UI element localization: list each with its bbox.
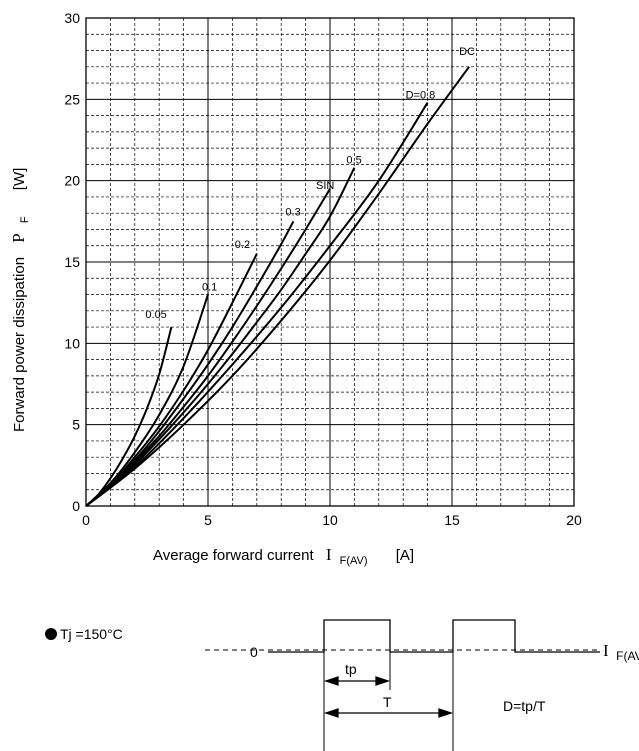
x-tick-label: 15 xyxy=(444,512,460,528)
x-axis-subscript: F(AV) xyxy=(340,555,368,567)
period-arrowhead-right xyxy=(438,708,454,718)
y-tick-label: 15 xyxy=(64,254,80,270)
tp-arrowhead-right xyxy=(375,676,391,686)
series-curve xyxy=(85,220,295,507)
series-curve xyxy=(85,253,258,507)
waveform-current-label: I F(AV) xyxy=(603,641,639,663)
series-curve xyxy=(85,167,356,507)
series-label: DC xyxy=(459,46,475,58)
series-label: SIN xyxy=(316,180,334,192)
y-axis-label: Forward power dissipation P F [W] xyxy=(9,168,32,432)
x-tick-label: 10 xyxy=(322,512,338,528)
waveform-zero-label: 0 xyxy=(250,644,258,660)
series-label: 0.3 xyxy=(285,206,300,218)
tp-label: tp xyxy=(345,661,357,677)
tj-label: Tj =150°C xyxy=(60,626,123,642)
x-axis-unit: [A] xyxy=(396,547,414,564)
waveform-current-subscript: F(AV) xyxy=(616,649,639,663)
y-tick-label: 5 xyxy=(72,417,80,433)
plot-frame xyxy=(85,17,575,507)
y-axis-symbol: P xyxy=(9,233,28,242)
pulse-waveform-diagram xyxy=(205,619,600,751)
y-tick-label: 30 xyxy=(64,10,80,26)
y-tick-label: 10 xyxy=(64,335,80,351)
x-tick-label: 0 xyxy=(82,512,90,528)
period-label: T xyxy=(383,694,392,710)
y-axis-unit: [W] xyxy=(11,168,28,191)
pulse-waveform xyxy=(268,619,600,653)
series-curve xyxy=(85,102,429,507)
y-tick-label: 20 xyxy=(64,173,80,189)
series-curves xyxy=(85,66,470,507)
series-label: D=0.8 xyxy=(406,90,436,102)
x-axis-ticks: 0 5 10 20 15 xyxy=(82,512,582,528)
x-tick-label: 5 xyxy=(204,512,212,528)
x-axis-label: Average forward current I F(AV) [A] xyxy=(153,545,414,568)
y-axis-title: Forward power dissipation xyxy=(11,257,28,432)
y-axis-ticks: 0 5 10 15 20 25 30 xyxy=(64,10,80,514)
bullet-icon xyxy=(45,628,57,640)
series-labels: 0.05 0.1 0.2 0.3 SIN 0.5 D=0.8 DC xyxy=(145,46,475,321)
series-label: 0.05 xyxy=(145,309,166,321)
series-label: 0.1 xyxy=(202,282,217,294)
series-curve xyxy=(85,294,209,507)
series-label: 0.2 xyxy=(235,239,250,251)
x-tick-label: 20 xyxy=(566,512,582,528)
tp-arrowhead-left xyxy=(323,676,339,686)
series-label: 0.5 xyxy=(346,155,361,167)
x-axis-symbol: I xyxy=(326,545,332,564)
waveform-current-symbol: I xyxy=(603,641,609,660)
y-tick-label: 0 xyxy=(72,498,80,514)
duty-formula: D=tp/T xyxy=(503,698,546,714)
x-axis-title: Average forward current xyxy=(153,547,314,564)
series-curve xyxy=(85,188,331,507)
period-arrowhead-left xyxy=(323,708,339,718)
series-curve xyxy=(85,66,470,507)
y-axis-subscript: F xyxy=(19,216,31,223)
y-tick-label: 25 xyxy=(64,91,80,107)
